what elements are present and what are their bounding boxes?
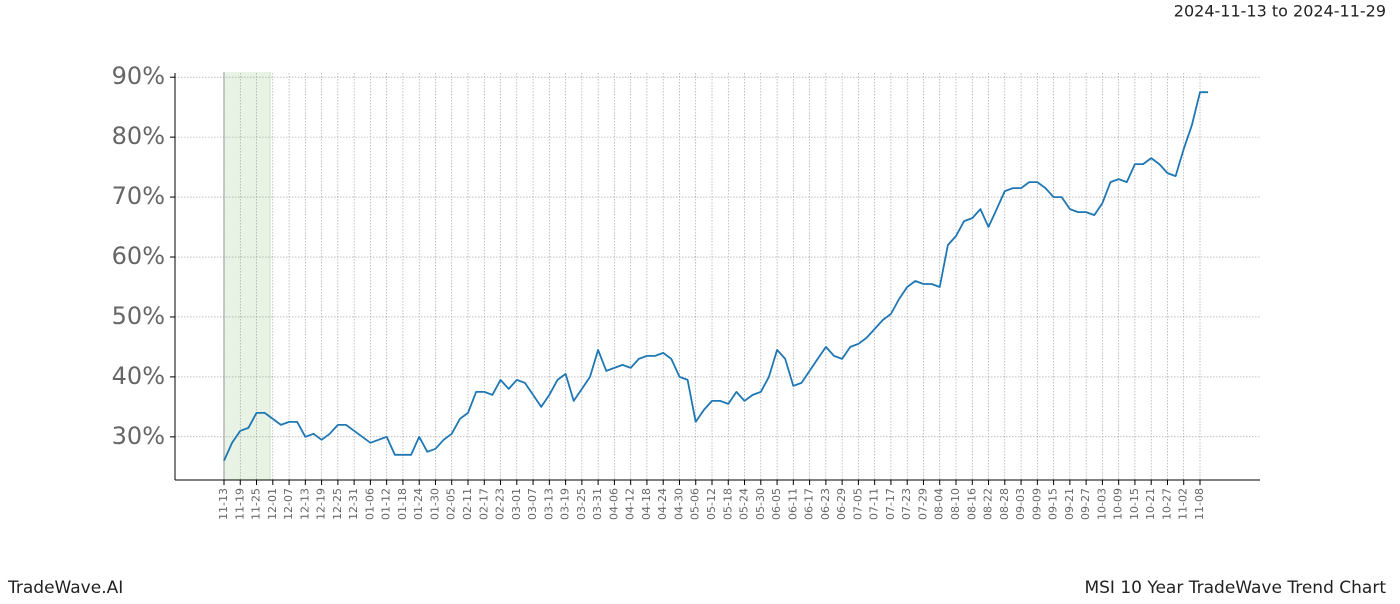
x-tick-label: 12-07 — [282, 488, 295, 520]
x-tick-label: 11-25 — [250, 488, 263, 520]
x-tick-label: 02-17 — [477, 488, 490, 520]
y-tick-label: 80% — [112, 122, 165, 150]
x-tick-label: 04-18 — [640, 488, 653, 520]
x-tick-label: 02-23 — [494, 488, 507, 520]
x-tick-label: 07-29 — [916, 488, 929, 520]
highlight-region — [224, 72, 270, 480]
x-tick-label: 08-04 — [933, 488, 946, 520]
x-tick-label: 12-13 — [298, 488, 311, 520]
x-tick-label: 10-21 — [1144, 488, 1157, 520]
y-tick-label: 90% — [112, 62, 165, 90]
x-tick-label: 04-30 — [672, 488, 685, 520]
x-tick-label: 07-17 — [884, 488, 897, 520]
x-tick-label: 05-18 — [721, 488, 734, 520]
y-tick-label: 60% — [112, 242, 165, 270]
x-tick-label: 07-11 — [868, 488, 881, 520]
x-tick-label: 03-01 — [510, 488, 523, 520]
x-tick-label: 06-17 — [803, 488, 816, 520]
x-tick-label: 10-27 — [1160, 488, 1173, 520]
y-tick-label: 30% — [112, 422, 165, 450]
x-tick-label: 12-19 — [315, 488, 328, 520]
x-tick-label: 09-03 — [1014, 488, 1027, 520]
x-tick-label: 08-22 — [982, 488, 995, 520]
x-tick-label: 12-25 — [331, 488, 344, 520]
x-tick-label: 05-24 — [738, 488, 751, 520]
brand: TradeWave.AI — [7, 578, 123, 598]
x-tick-label: 01-24 — [412, 488, 425, 520]
x-tick-label: 08-10 — [949, 488, 962, 520]
x-tick-label: 08-28 — [998, 488, 1011, 520]
x-tick-label: 10-09 — [1112, 488, 1125, 520]
x-tick-label: 07-05 — [851, 488, 864, 520]
x-tick-label: 01-30 — [428, 488, 441, 520]
x-tick-label: 10-03 — [1095, 488, 1108, 520]
x-tick-label: 02-11 — [461, 488, 474, 520]
x-tick-label: 06-23 — [819, 488, 832, 520]
x-tick-label: 11-13 — [217, 488, 230, 520]
x-tick-label: 03-19 — [559, 488, 572, 520]
x-tick-label: 08-16 — [965, 488, 978, 520]
x-tick-label: 01-12 — [380, 488, 393, 520]
x-tick-label: 04-12 — [624, 488, 637, 520]
x-tick-label: 01-06 — [363, 488, 376, 520]
x-tick-label: 03-31 — [591, 488, 604, 520]
x-tick-label: 09-21 — [1063, 488, 1076, 520]
date-range: 2024-11-13 to 2024-11-29 — [1174, 2, 1386, 21]
x-tick-label: 09-27 — [1079, 488, 1092, 520]
x-tick-label: 05-06 — [689, 488, 702, 520]
x-tick-label: 09-15 — [1047, 488, 1060, 520]
x-tick-label: 06-29 — [835, 488, 848, 520]
x-tick-label: 11-02 — [1177, 488, 1190, 520]
x-tick-label: 11-19 — [233, 488, 246, 520]
x-tick-label: 04-24 — [656, 488, 669, 520]
x-tick-label: 05-12 — [705, 488, 718, 520]
x-tick-label: 03-07 — [526, 488, 539, 520]
x-tick-label: 04-06 — [607, 488, 620, 520]
line-series — [223, 91, 1209, 462]
y-tick-label: 50% — [112, 302, 165, 330]
x-tick-label: 02-05 — [445, 488, 458, 520]
x-tick-label: 06-05 — [770, 488, 783, 520]
x-tick-label: 09-09 — [1030, 488, 1043, 520]
x-tick-label: 12-31 — [347, 488, 360, 520]
x-tick-label: 07-23 — [900, 488, 913, 520]
x-tick-label: 01-18 — [396, 488, 409, 520]
x-tick-label: 10-15 — [1128, 488, 1141, 520]
y-tick-label: 70% — [112, 182, 165, 210]
x-tick-label: 12-01 — [266, 488, 279, 520]
x-tick-label: 11-08 — [1193, 488, 1206, 520]
x-tick-label: 06-11 — [786, 488, 799, 520]
chart-title: MSI 10 Year TradeWave Trend Chart — [1084, 578, 1386, 598]
x-tick-label: 03-25 — [575, 488, 588, 520]
x-tick-label: 03-13 — [542, 488, 555, 520]
x-tick-label: 05-30 — [754, 488, 767, 520]
y-tick-label: 40% — [112, 362, 165, 390]
